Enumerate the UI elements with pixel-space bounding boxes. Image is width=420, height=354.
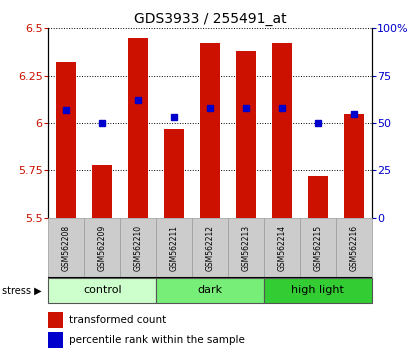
Bar	[48, 218, 84, 278]
Bar	[48, 312, 63, 329]
Bar	[84, 218, 120, 278]
Text: GSM562212: GSM562212	[205, 225, 215, 271]
Text: GSM562213: GSM562213	[241, 225, 250, 271]
Bar	[192, 218, 228, 278]
Bar	[344, 114, 364, 218]
Text: GDS3933 / 255491_at: GDS3933 / 255491_at	[134, 12, 286, 27]
Text: GSM562214: GSM562214	[277, 225, 286, 271]
Bar	[300, 218, 336, 278]
Bar	[272, 44, 292, 218]
Bar	[128, 38, 148, 218]
Bar	[200, 44, 220, 218]
Text: percentile rank within the sample: percentile rank within the sample	[69, 335, 245, 345]
Text: high light: high light	[291, 285, 344, 295]
Text: stress ▶: stress ▶	[2, 285, 42, 295]
Bar	[156, 218, 192, 278]
Bar	[236, 51, 256, 218]
Text: GSM562215: GSM562215	[313, 225, 322, 271]
Text: dark: dark	[197, 285, 223, 295]
Text: GSM562208: GSM562208	[62, 225, 71, 271]
Bar	[156, 278, 264, 303]
Bar	[164, 129, 184, 218]
Bar	[308, 176, 328, 218]
Bar	[336, 218, 372, 278]
Bar	[56, 62, 76, 218]
Bar	[92, 165, 112, 218]
Bar	[120, 218, 156, 278]
Bar	[48, 278, 156, 303]
Text: GSM562216: GSM562216	[349, 225, 358, 271]
Bar	[264, 278, 372, 303]
Text: transformed count: transformed count	[69, 315, 167, 325]
Text: control: control	[83, 285, 121, 295]
Text: GSM562211: GSM562211	[170, 225, 178, 271]
Text: GSM562209: GSM562209	[98, 225, 107, 271]
Bar	[264, 218, 300, 278]
Bar	[228, 218, 264, 278]
Bar	[48, 332, 63, 348]
Text: GSM562210: GSM562210	[134, 225, 143, 271]
